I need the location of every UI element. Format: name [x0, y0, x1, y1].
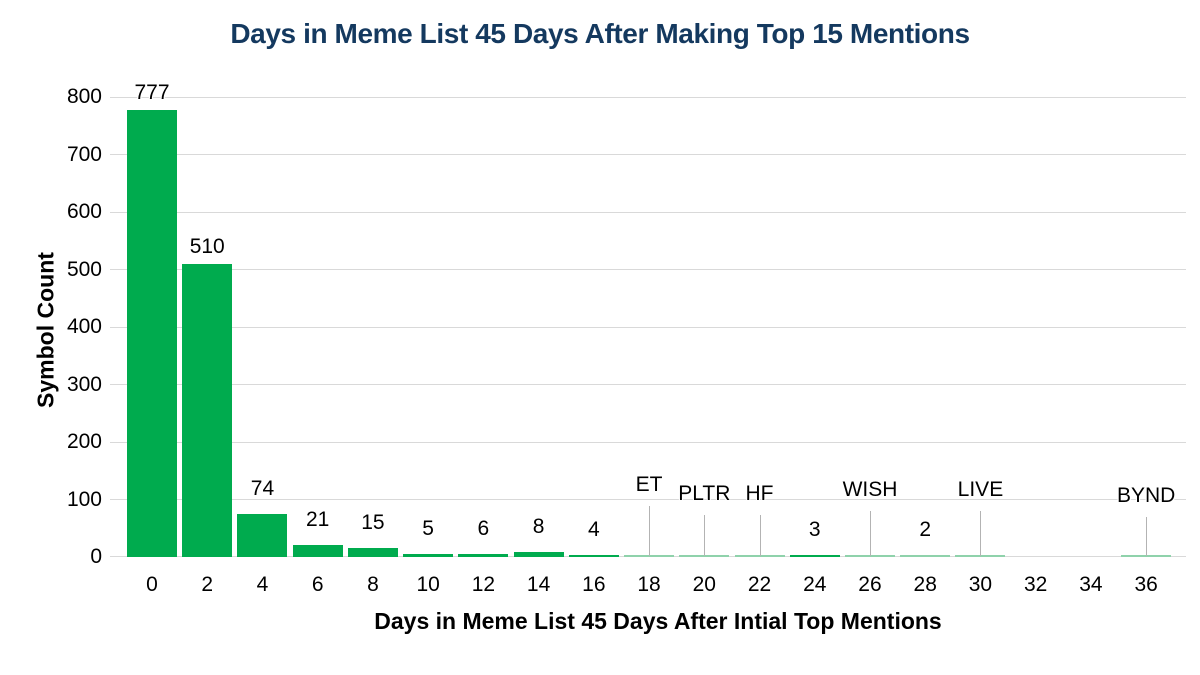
bar-28 [900, 555, 951, 557]
bar-6 [292, 544, 343, 557]
callout-label-PLTR: PLTR [678, 482, 731, 505]
leader-line-WISH [869, 511, 871, 556]
gridline-y-400 [110, 326, 1186, 328]
x-tick-label-24: 24 [803, 573, 827, 596]
leader-line-LIVE [980, 511, 982, 556]
bar-8 [347, 548, 398, 557]
x-tick-label-36: 36 [1134, 573, 1158, 596]
x-tick-label-0: 0 [146, 573, 158, 596]
bar-10 [403, 554, 454, 557]
x-tick-label-6: 6 [311, 573, 324, 596]
bar-value-label-0: 777 [134, 81, 170, 105]
y-tick-label-700: 700 [66, 142, 102, 166]
x-tick-label-28: 28 [913, 573, 937, 596]
callout-label-WISH: WISH [842, 478, 898, 501]
callout-label-HF: HF [745, 482, 774, 505]
gridline-y-200 [110, 441, 1186, 443]
x-tick-label-26: 26 [858, 573, 882, 596]
bar-value-label-4: 74 [250, 477, 275, 501]
leader-line-HF [759, 515, 761, 556]
bar-value-label-6: 21 [306, 507, 330, 531]
leader-line-ET [649, 506, 651, 556]
y-tick-label-800: 800 [66, 85, 102, 108]
x-tick-label-10: 10 [416, 573, 440, 596]
y-tick-label-200: 200 [66, 430, 102, 453]
callout-label-BYND: BYND [1116, 484, 1176, 507]
gridline-y-300 [110, 384, 1186, 385]
bar-14 [513, 552, 564, 557]
x-tick-label-14: 14 [526, 573, 551, 596]
bar-30 [955, 555, 1006, 557]
gridline-y-800 [110, 96, 1186, 98]
x-tick-label-16: 16 [582, 573, 606, 596]
bar-0 [127, 110, 177, 557]
y-tick-label-400: 400 [66, 315, 102, 338]
y-tick-label-0: 0 [90, 545, 102, 568]
x-tick-label-30: 30 [968, 573, 993, 596]
x-axis-title: Days in Meme List 45 Days After Intial T… [374, 608, 942, 634]
bar-4 [237, 514, 288, 557]
bar-12 [458, 553, 509, 557]
bar-24 [789, 555, 840, 557]
gridline-y-500 [110, 269, 1186, 270]
x-tick-label-8: 8 [367, 573, 379, 596]
bar-value-label-28: 2 [919, 518, 932, 541]
bar-value-label-8: 15 [361, 511, 385, 535]
y-tick-label-300: 300 [66, 372, 102, 396]
x-tick-label-20: 20 [692, 573, 716, 596]
gridline-y-100 [110, 499, 1186, 500]
plot-area: 777 510 74 21 15 5 6 8 4 ET PLTR HF 3 WISH 2 LIVE BYND [110, 82, 1186, 557]
x-tick-label-12: 12 [471, 573, 496, 596]
bar-36 [1121, 555, 1172, 557]
leader-line-BYND [1146, 517, 1148, 556]
bar-value-label-10: 5 [422, 517, 434, 541]
bar-22 [734, 555, 785, 557]
y-tick-label-500: 500 [66, 257, 102, 281]
bar-18 [624, 555, 675, 557]
x-tick-label-32: 32 [1023, 573, 1048, 596]
leader-line-PLTR [704, 515, 706, 556]
y-tick-label-100: 100 [66, 487, 102, 511]
bar-value-label-12: 6 [477, 516, 490, 540]
callout-label-ET: ET [635, 473, 663, 496]
bar-value-label-24: 3 [808, 518, 821, 541]
bar-value-label-2: 510 [189, 234, 225, 258]
x-tick-label-34: 34 [1079, 573, 1103, 596]
callout-label-LIVE: LIVE [957, 478, 1004, 501]
bar-value-label-14: 8 [532, 515, 545, 539]
bar-26 [844, 555, 895, 557]
x-tick-label-18: 18 [637, 573, 661, 596]
bar-value-label-16: 4 [587, 517, 600, 541]
gridline-y-600 [110, 211, 1186, 213]
bar-2 [182, 263, 233, 557]
bar-20 [679, 555, 730, 557]
bar-16 [568, 554, 619, 557]
x-tick-label-4: 4 [256, 573, 269, 596]
x-tick-label-2: 2 [201, 573, 214, 596]
chart-title: Days in Meme List 45 Days After Making T… [230, 18, 970, 49]
y-tick-label-600: 600 [66, 200, 102, 223]
gridline-y-700 [110, 154, 1186, 155]
x-tick-label-22: 22 [747, 573, 772, 596]
